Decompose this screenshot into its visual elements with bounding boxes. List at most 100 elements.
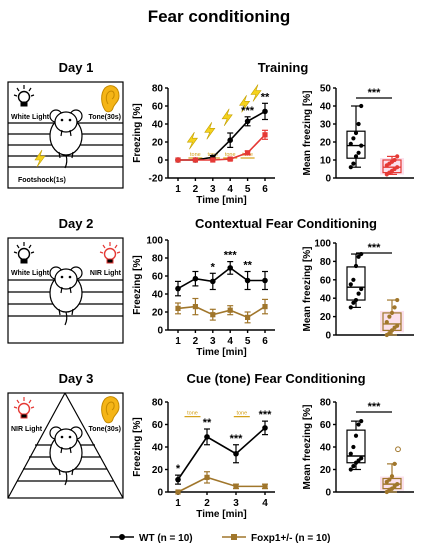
tone-label: tone	[225, 152, 236, 158]
data-point	[244, 118, 251, 125]
x-tick-label: 4	[227, 184, 233, 195]
shock-bolt-icon	[221, 108, 233, 127]
y-tick-label: 0	[325, 331, 331, 342]
data-point	[351, 300, 356, 305]
y-tick-label: 0	[325, 488, 331, 499]
x-tick-label: 5	[245, 336, 251, 347]
data-point	[356, 291, 361, 296]
box-wt	[346, 419, 366, 472]
scene1-left-label: White Light	[11, 114, 50, 121]
box-foxp1	[380, 297, 404, 338]
x-tick-label: 2	[193, 184, 199, 195]
y-tick-label: 20	[152, 465, 164, 476]
data-point	[210, 312, 216, 318]
data-point	[395, 165, 400, 170]
y-tick-label: 0	[325, 174, 331, 185]
data-point	[389, 310, 395, 316]
y-tick-label: 40	[152, 443, 164, 454]
data-point	[348, 467, 353, 472]
y-tick-label: 50	[320, 84, 332, 95]
series-line	[178, 134, 266, 161]
data-point	[227, 265, 233, 271]
tone-label: tone	[236, 411, 247, 417]
day1-label: Day 1	[59, 60, 94, 75]
x-tick-label: 1	[175, 498, 181, 509]
shock-bolt-icon	[187, 131, 198, 150]
tone-label: tone	[187, 411, 198, 417]
significance-label: *	[176, 463, 181, 475]
box-foxp1	[380, 154, 404, 177]
data-point	[351, 161, 356, 166]
data-point	[395, 297, 400, 303]
data-point	[351, 464, 356, 469]
data-point	[351, 277, 356, 282]
y-tick-label: 40	[320, 102, 332, 113]
data-point	[233, 450, 239, 457]
data-point	[262, 277, 268, 284]
y-axis-label: Freezing [%]	[132, 255, 143, 314]
data-point	[387, 331, 392, 336]
y-tick-label: 100	[146, 236, 163, 247]
data-point	[356, 150, 361, 155]
y-tick-label: 20	[152, 308, 164, 319]
data-point	[392, 157, 397, 163]
data-point	[348, 282, 353, 287]
data-point	[395, 154, 400, 159]
x-axis-label: Time [min]	[196, 509, 246, 520]
data-point	[244, 277, 251, 284]
data-point	[175, 157, 181, 163]
y-tick-label: 20	[152, 138, 164, 149]
y-tick-label: 80	[320, 398, 332, 409]
scene1-right-label: Tone(30s)	[88, 114, 121, 121]
significance-label: ***	[368, 87, 382, 99]
x-tick-label: 1	[175, 336, 181, 347]
scene3-left-label: NIR Light	[11, 426, 43, 433]
significance-label: **	[243, 260, 252, 272]
day1-scene: White Light Tone(30s) Footshock(1s)	[7, 81, 124, 189]
data-point	[204, 474, 210, 480]
legend-wt-label: WT (n = 10)	[139, 533, 193, 544]
y-tick-label: 60	[152, 102, 164, 113]
data-point	[204, 434, 210, 440]
data-point	[227, 156, 233, 162]
x-tick-label: 3	[210, 336, 216, 347]
series-line	[177, 427, 266, 481]
box-highlight	[380, 158, 404, 175]
y-tick-label: 60	[152, 272, 164, 283]
data-point	[353, 263, 359, 269]
data-point	[356, 121, 361, 127]
data-point	[348, 165, 353, 170]
legend-wt-marker	[119, 534, 125, 540]
data-point	[359, 286, 364, 292]
y-tick-label: 80	[152, 254, 164, 265]
y-tick-label: 20	[320, 138, 332, 149]
x-tick-label: 2	[193, 336, 199, 347]
x-tick-label: 2	[204, 498, 210, 509]
data-point	[359, 103, 364, 109]
scene2-right-label: NIR Light	[90, 270, 122, 277]
box-wt	[346, 103, 366, 170]
data-point	[227, 307, 233, 313]
series-line	[177, 305, 266, 319]
shock-bolt-icon	[204, 122, 216, 140]
day2-scene: White Light NIR Light	[7, 237, 124, 344]
data-point	[262, 425, 268, 431]
x-tick-label: 6	[262, 184, 268, 195]
data-point	[348, 141, 353, 146]
legend-foxp1-marker	[231, 534, 237, 540]
series-foxp1	[175, 297, 268, 324]
data-point	[356, 422, 361, 427]
series-line	[177, 476, 265, 493]
significance-label: ***	[368, 242, 382, 254]
data-point	[192, 304, 198, 310]
day3-line-chart: 0 20 40 60 80 1 2 3 4 Time [min] Freezing [%] tone t…	[132, 398, 275, 520]
data-point	[395, 323, 400, 328]
data-point	[359, 251, 364, 257]
significance-label: **	[261, 91, 270, 103]
data-point	[227, 137, 233, 143]
data-point	[175, 476, 181, 483]
data-point	[392, 305, 397, 310]
day3-scene: NIR Light Tone(30s)	[7, 392, 124, 499]
